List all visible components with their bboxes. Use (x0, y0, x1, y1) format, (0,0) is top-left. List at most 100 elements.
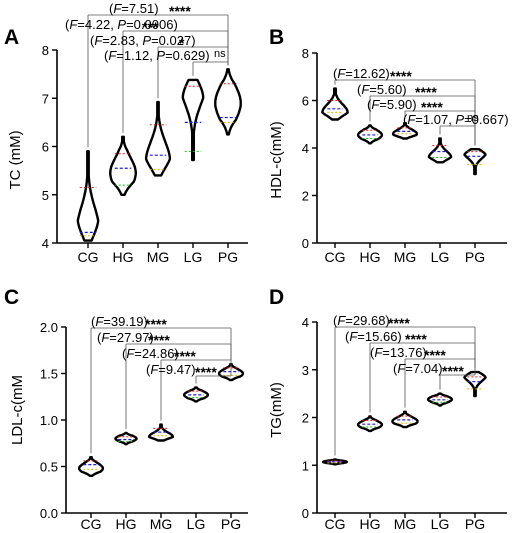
stat-label-part-2: =29.68) (345, 313, 389, 328)
x-tick-label-hg: HG (113, 249, 134, 265)
stat-label-part-0: ( (370, 345, 375, 360)
stat-label: (F=1.12, P=0.629) (104, 48, 210, 63)
x-tick-label-cg: CG (81, 516, 102, 532)
significance-label: **** (169, 3, 191, 19)
stat-label-part-0: ( (65, 17, 70, 32)
significance-label: **** (442, 363, 464, 379)
stat-label-part-0: ( (91, 314, 96, 329)
violin-mg (391, 410, 419, 429)
violin-mg (144, 100, 172, 177)
stat-label-part-1: F (371, 97, 380, 112)
violin-shape (463, 370, 487, 398)
y-tick-label: 3 (302, 363, 309, 378)
stat-label-part-3: P (455, 112, 464, 127)
significance-label: *** (142, 19, 159, 35)
violin-shape (463, 148, 487, 176)
stat-label-part-2: =24.86) (134, 346, 178, 361)
violin-lg (427, 137, 453, 164)
stat-label: (F=7.04) (393, 361, 443, 376)
y-axis-title: HDL-c(mM) (268, 121, 285, 198)
comparison-cg-vs-pg: (F=12.62) **** (333, 66, 476, 146)
comparison-lg-vs-pg: (F=1.12, P=0.629) ns (104, 48, 229, 76)
significance-label: ns (214, 48, 226, 60)
y-tick-label: 1 (302, 458, 309, 473)
violin-shape (144, 100, 172, 177)
significance-label: **** (415, 84, 437, 100)
stat-label-part-0: ( (367, 97, 372, 112)
violin-hg (114, 431, 138, 446)
stat-label-part-0: ( (146, 362, 151, 377)
x-tick-label-lg: LG (187, 516, 206, 532)
stat-label-part-1: F (126, 346, 135, 361)
stat-label: (F=29.68) (333, 313, 390, 328)
violin-cg (321, 87, 349, 121)
stat-label-part-2: =7.51) (121, 1, 158, 16)
stat-label-part-0: ( (403, 112, 408, 127)
violin-cg (321, 458, 349, 466)
x-tick-label-hg: HG (116, 516, 137, 532)
x-tick-label-hg: HG (360, 516, 381, 532)
y-tick-label: 7 (42, 91, 49, 106)
comparison-hg-vs-pg: (F=15.66) **** (345, 329, 476, 413)
x-tick-label-cg: CG (78, 249, 99, 265)
x-tick-label-pg: PG (465, 516, 485, 532)
x-tick-label-mg: MG (394, 516, 417, 532)
stat-label-part-1: F (150, 362, 159, 377)
y-tick-label: 8 (302, 46, 309, 61)
y-tick-label: 2 (302, 189, 309, 204)
stat-label-part-3: P (117, 17, 126, 32)
stat-label-part-1: F (108, 48, 117, 63)
y-tick-label: 4 (302, 315, 309, 330)
stat-label-part-0: ( (104, 48, 109, 63)
violin-hg (356, 124, 384, 145)
stat-label-part-4: =0.667) (464, 112, 508, 127)
violin-shape (76, 150, 100, 242)
stat-label-part-4: =0.027) (151, 33, 195, 48)
significance-label: **** (405, 331, 427, 347)
violin-shape (114, 431, 138, 446)
stat-label-part-2: =39.19) (103, 314, 147, 329)
significance-label: **** (388, 315, 410, 331)
comparison-hg-vs-pg: (F=4.22, P=0.0006)*** (65, 17, 229, 133)
comparison-hg-vs-pg: (F=27.97) **** (97, 330, 232, 430)
significance-label: **** (424, 347, 446, 363)
stat-label: (F=1.07, P=0.667) (403, 112, 509, 127)
violin-hg (356, 415, 384, 433)
violin-pg (463, 370, 487, 398)
violin-pg (214, 68, 242, 136)
y-tick-label: 2.0 (40, 320, 58, 335)
stat-label: (F=5.60) (357, 82, 407, 97)
stat-label: (F=24.86) (122, 346, 179, 361)
stat-label: (F=39.19) (91, 314, 148, 329)
stat-label-part-0: ( (90, 33, 95, 48)
violin-mg (391, 121, 419, 140)
comparison-mg-vs-pg: (F=24.86)**** (122, 346, 232, 421)
significance-label: **** (421, 99, 443, 115)
stat-label: (F=27.97) (97, 330, 154, 345)
violin-lg (426, 392, 454, 407)
significance-label: ns (467, 112, 479, 124)
x-tick-label-cg: CG (325, 516, 346, 532)
violin-cg (76, 150, 100, 242)
stat-label-part-2: =1.07, (415, 112, 455, 127)
comparison-lg-vs-pg: (F=7.04) **** (393, 361, 476, 390)
stat-label: (F=4.22, P=0.0006) (65, 17, 178, 32)
x-tick-label-lg: LG (184, 249, 203, 265)
y-tick-label: 8 (42, 43, 49, 58)
stat-label-part-1: F (95, 314, 104, 329)
x-tick-label-mg: MG (150, 516, 173, 532)
significance-label: **** (174, 348, 196, 364)
stat-label-part-2: =5.90) (379, 97, 416, 112)
significance-label: * (179, 35, 185, 51)
y-tick-label: 4 (302, 141, 309, 156)
y-tick-label: 6 (42, 140, 49, 155)
stat-label-part-2: =4.22, (77, 17, 117, 32)
stat-label: (F=15.66) (345, 329, 402, 344)
stat-label: (F=9.47) (146, 362, 196, 377)
y-tick-label: 0.5 (40, 460, 58, 475)
stat-label: (F=12.62) (333, 66, 390, 81)
stat-label-part-0: ( (393, 361, 398, 376)
